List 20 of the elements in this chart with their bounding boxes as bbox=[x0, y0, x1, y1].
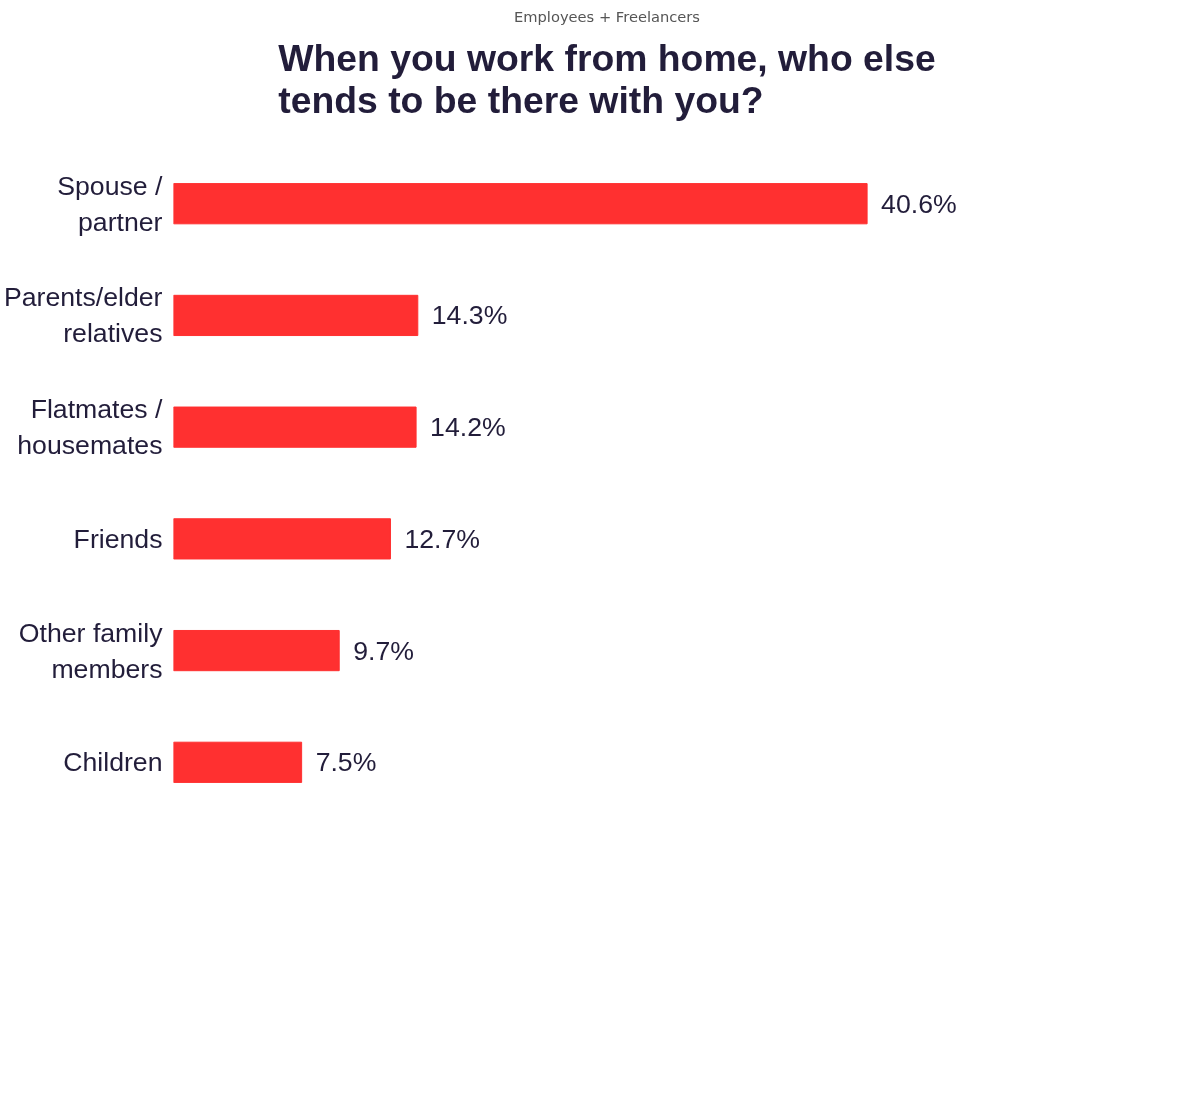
bar bbox=[173, 741, 303, 783]
bar bbox=[173, 183, 868, 225]
y-tick-label: Flatmates / housemates bbox=[17, 394, 164, 461]
y-tick-label: Friends bbox=[73, 523, 163, 554]
data-label: 14.3% bbox=[431, 300, 508, 331]
data-label: 12.7% bbox=[404, 523, 481, 554]
y-tick-label: Children bbox=[63, 747, 163, 778]
bar bbox=[173, 294, 419, 337]
y-tick-label: Other family members bbox=[18, 617, 164, 684]
y-tick-label: Parents/elder relatives bbox=[3, 282, 163, 349]
data-label: 7.5% bbox=[315, 747, 377, 778]
data-label: 14.2% bbox=[430, 412, 506, 443]
bar bbox=[173, 629, 340, 672]
data-label: 40.6% bbox=[881, 188, 957, 219]
chart-subtitle: Employees + Freelancers bbox=[514, 7, 701, 25]
bar bbox=[173, 406, 417, 448]
chart-title: When you work from home, who else tends to be there with you? bbox=[278, 36, 936, 121]
y-tick-label: Spouse / partner bbox=[57, 170, 164, 237]
data-label: 9.7% bbox=[353, 635, 414, 666]
bar bbox=[173, 518, 391, 560]
